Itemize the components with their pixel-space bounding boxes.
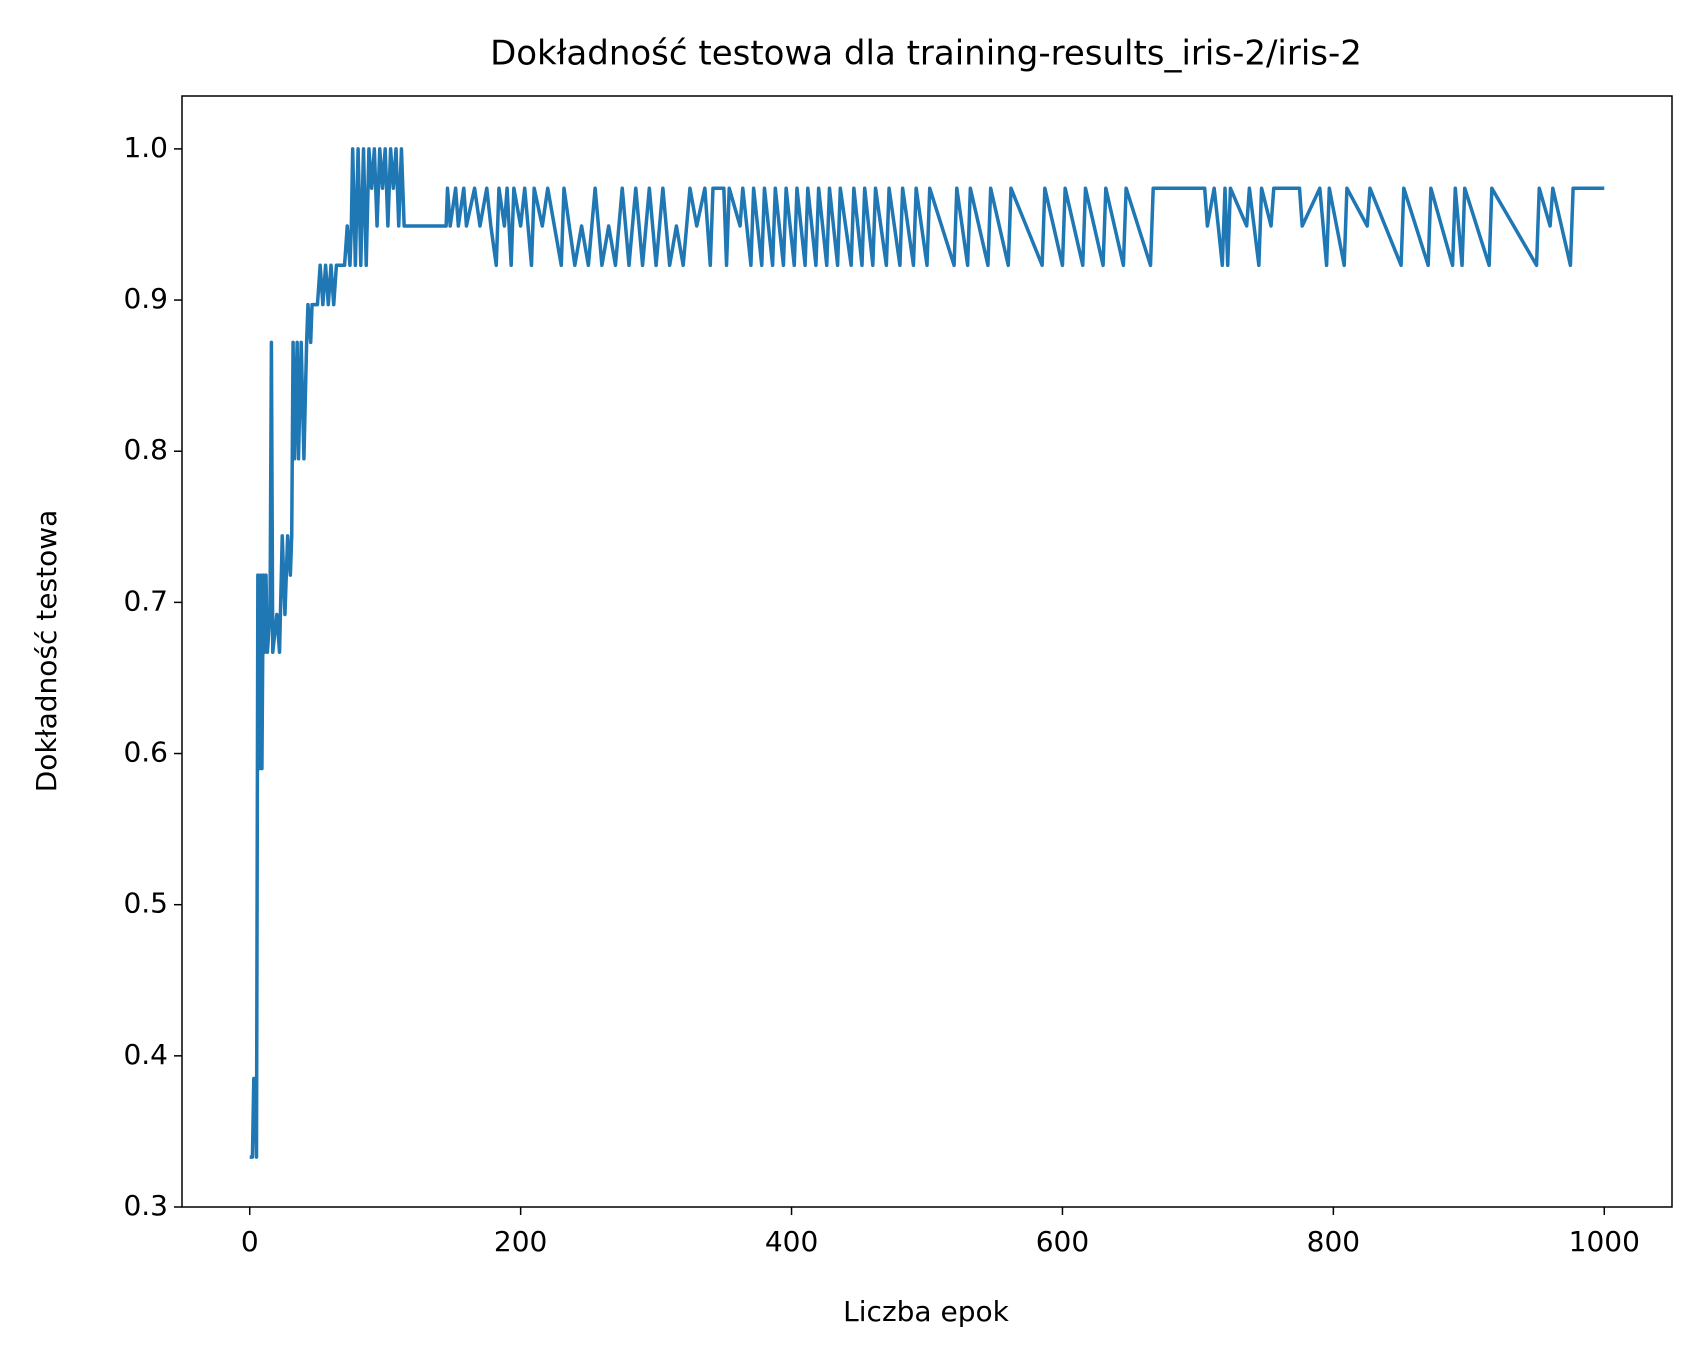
- y-tick-label: 1.0: [123, 131, 168, 164]
- chart-title: Dokładność testowa dla training-results_…: [490, 34, 1362, 74]
- x-axis-label: Liczba epok: [843, 1295, 1009, 1328]
- y-tick-label: 0.9: [123, 282, 168, 315]
- y-tick-label: 0.5: [123, 887, 168, 920]
- y-tick-label: 0.3: [123, 1189, 168, 1222]
- line: [249, 147, 1605, 1159]
- x-tick-label: 0: [241, 1225, 259, 1258]
- x-tick-label: 1000: [1569, 1225, 1640, 1258]
- y-tick-label: 0.6: [123, 736, 168, 769]
- plot-frame: [181, 95, 1673, 1208]
- x-tick-label: 200: [494, 1225, 547, 1258]
- x-tick-label: 600: [1036, 1225, 1089, 1258]
- y-axis-label: Dokładność testowa: [30, 510, 63, 793]
- y-tick-label: 0.7: [123, 584, 168, 617]
- x-tick-label: 400: [765, 1225, 818, 1258]
- x-tick-label: 800: [1307, 1225, 1360, 1258]
- y-tick-label: 0.8: [123, 433, 168, 466]
- y-tick-label: 0.4: [123, 1038, 168, 1071]
